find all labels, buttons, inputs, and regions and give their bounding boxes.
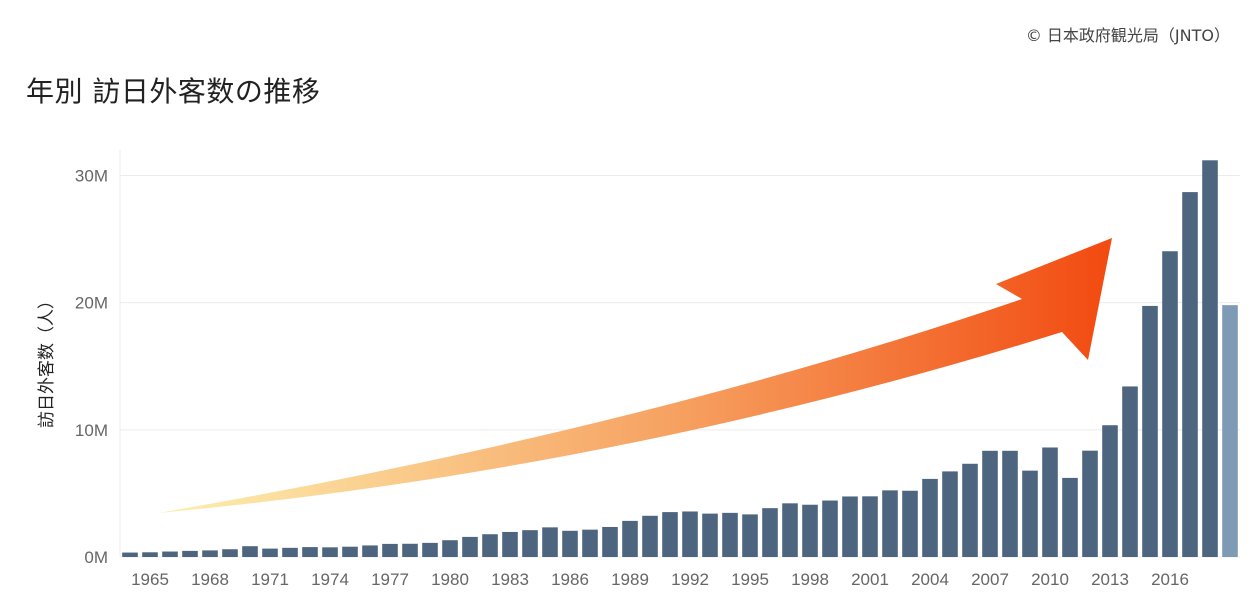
chart-title: 年別 訪日外客数の推移 — [26, 75, 321, 108]
bar-1966[interactable] — [162, 551, 178, 557]
bar-1990[interactable] — [642, 515, 658, 557]
bar-1984[interactable] — [522, 530, 538, 557]
bar-1968[interactable] — [202, 550, 218, 557]
bar-2005[interactable] — [942, 471, 958, 557]
bar-1985[interactable] — [542, 527, 558, 557]
bar-1998[interactable] — [802, 504, 818, 557]
bar-1983[interactable] — [502, 531, 518, 557]
bar-1999[interactable] — [822, 500, 838, 557]
bar-2004[interactable] — [922, 478, 938, 557]
copyright-notice: © 日本政府観光局（JNTO） — [1025, 26, 1230, 45]
x-axis-ticks: 1965 1968 1971 1974 1977 1980 1983 1986 1989 1992… — [131, 570, 1189, 589]
bar-1977[interactable] — [382, 543, 398, 557]
bar-2016[interactable] — [1162, 251, 1178, 558]
bar-2011[interactable] — [1062, 477, 1078, 557]
bar-1992[interactable] — [682, 511, 698, 557]
bar-1995[interactable] — [742, 514, 758, 557]
bar-2018[interactable] — [1202, 160, 1218, 558]
bar-1986[interactable] — [562, 530, 578, 557]
bar-1994[interactable] — [722, 512, 738, 557]
bar-1991[interactable] — [662, 512, 678, 557]
bar-2013[interactable] — [1102, 425, 1118, 557]
y-tick-label: 20M — [75, 294, 108, 313]
y-axis-label: 訪日外客数（人） — [37, 292, 57, 428]
bar-1964[interactable] — [122, 552, 138, 557]
bar-2000[interactable] — [842, 496, 858, 557]
bar-1988[interactable] — [602, 526, 618, 557]
bar-2003[interactable] — [902, 490, 918, 557]
x-tick-label: 1977 — [371, 570, 409, 589]
x-tick-label: 1968 — [191, 570, 229, 589]
bar-1965[interactable] — [142, 552, 158, 557]
x-tick-label: 2010 — [1031, 570, 1069, 589]
bar-2006[interactable] — [962, 463, 978, 557]
x-tick-label: 2016 — [1151, 570, 1189, 589]
bar-2002[interactable] — [882, 490, 898, 557]
x-tick-label: 1998 — [791, 570, 829, 589]
bar-1976[interactable] — [362, 545, 378, 557]
bar-2012[interactable] — [1082, 450, 1098, 557]
bar-2019[interactable] — [1222, 305, 1238, 557]
bar-1974[interactable] — [322, 547, 338, 557]
x-tick-label: 2004 — [911, 570, 949, 589]
bar-1971[interactable] — [262, 548, 278, 557]
x-tick-label: 1986 — [551, 570, 589, 589]
bar-1987[interactable] — [582, 529, 598, 557]
bar-1982[interactable] — [482, 534, 498, 557]
bar-1996[interactable] — [762, 508, 778, 557]
bar-1975[interactable] — [342, 546, 358, 557]
y-axis-ticks: 0M 10M 20M 30M — [75, 166, 108, 567]
bar-1969[interactable] — [222, 549, 238, 557]
bar-2009[interactable] — [1022, 470, 1038, 557]
bar-1981[interactable] — [462, 536, 478, 557]
y-tick-label: 10M — [75, 421, 108, 440]
x-tick-label: 1989 — [611, 570, 649, 589]
x-tick-label: 1983 — [491, 570, 529, 589]
bar-1972[interactable] — [282, 547, 298, 557]
bar-1980[interactable] — [442, 540, 458, 557]
bar-1967[interactable] — [182, 550, 198, 557]
bar-1978[interactable] — [402, 543, 418, 557]
bar-1970[interactable] — [242, 546, 258, 557]
bar-2001[interactable] — [862, 496, 878, 557]
bars — [122, 160, 1238, 558]
bar-2007[interactable] — [982, 450, 998, 557]
bar-2015[interactable] — [1142, 305, 1158, 557]
bar-2017[interactable] — [1182, 192, 1198, 557]
x-tick-label: 1992 — [671, 570, 709, 589]
x-tick-label: 1974 — [311, 570, 349, 589]
bar-1989[interactable] — [622, 520, 638, 557]
x-tick-label: 1995 — [731, 570, 769, 589]
bar-2010[interactable] — [1042, 447, 1058, 557]
x-tick-label: 1980 — [431, 570, 469, 589]
bar-1993[interactable] — [702, 513, 718, 557]
bar-2008[interactable] — [1002, 450, 1018, 557]
bar-1973[interactable] — [302, 547, 318, 557]
bar-1979[interactable] — [422, 542, 438, 557]
x-tick-label: 2007 — [971, 570, 1009, 589]
x-tick-label: 2013 — [1091, 570, 1129, 589]
bar-2014[interactable] — [1122, 386, 1138, 557]
x-tick-label: 2001 — [851, 570, 889, 589]
x-tick-label: 1971 — [251, 570, 289, 589]
y-tick-label: 30M — [75, 166, 108, 185]
y-tick-label: 0M — [84, 548, 108, 567]
bar-1997[interactable] — [782, 503, 798, 557]
x-tick-label: 1965 — [131, 570, 169, 589]
